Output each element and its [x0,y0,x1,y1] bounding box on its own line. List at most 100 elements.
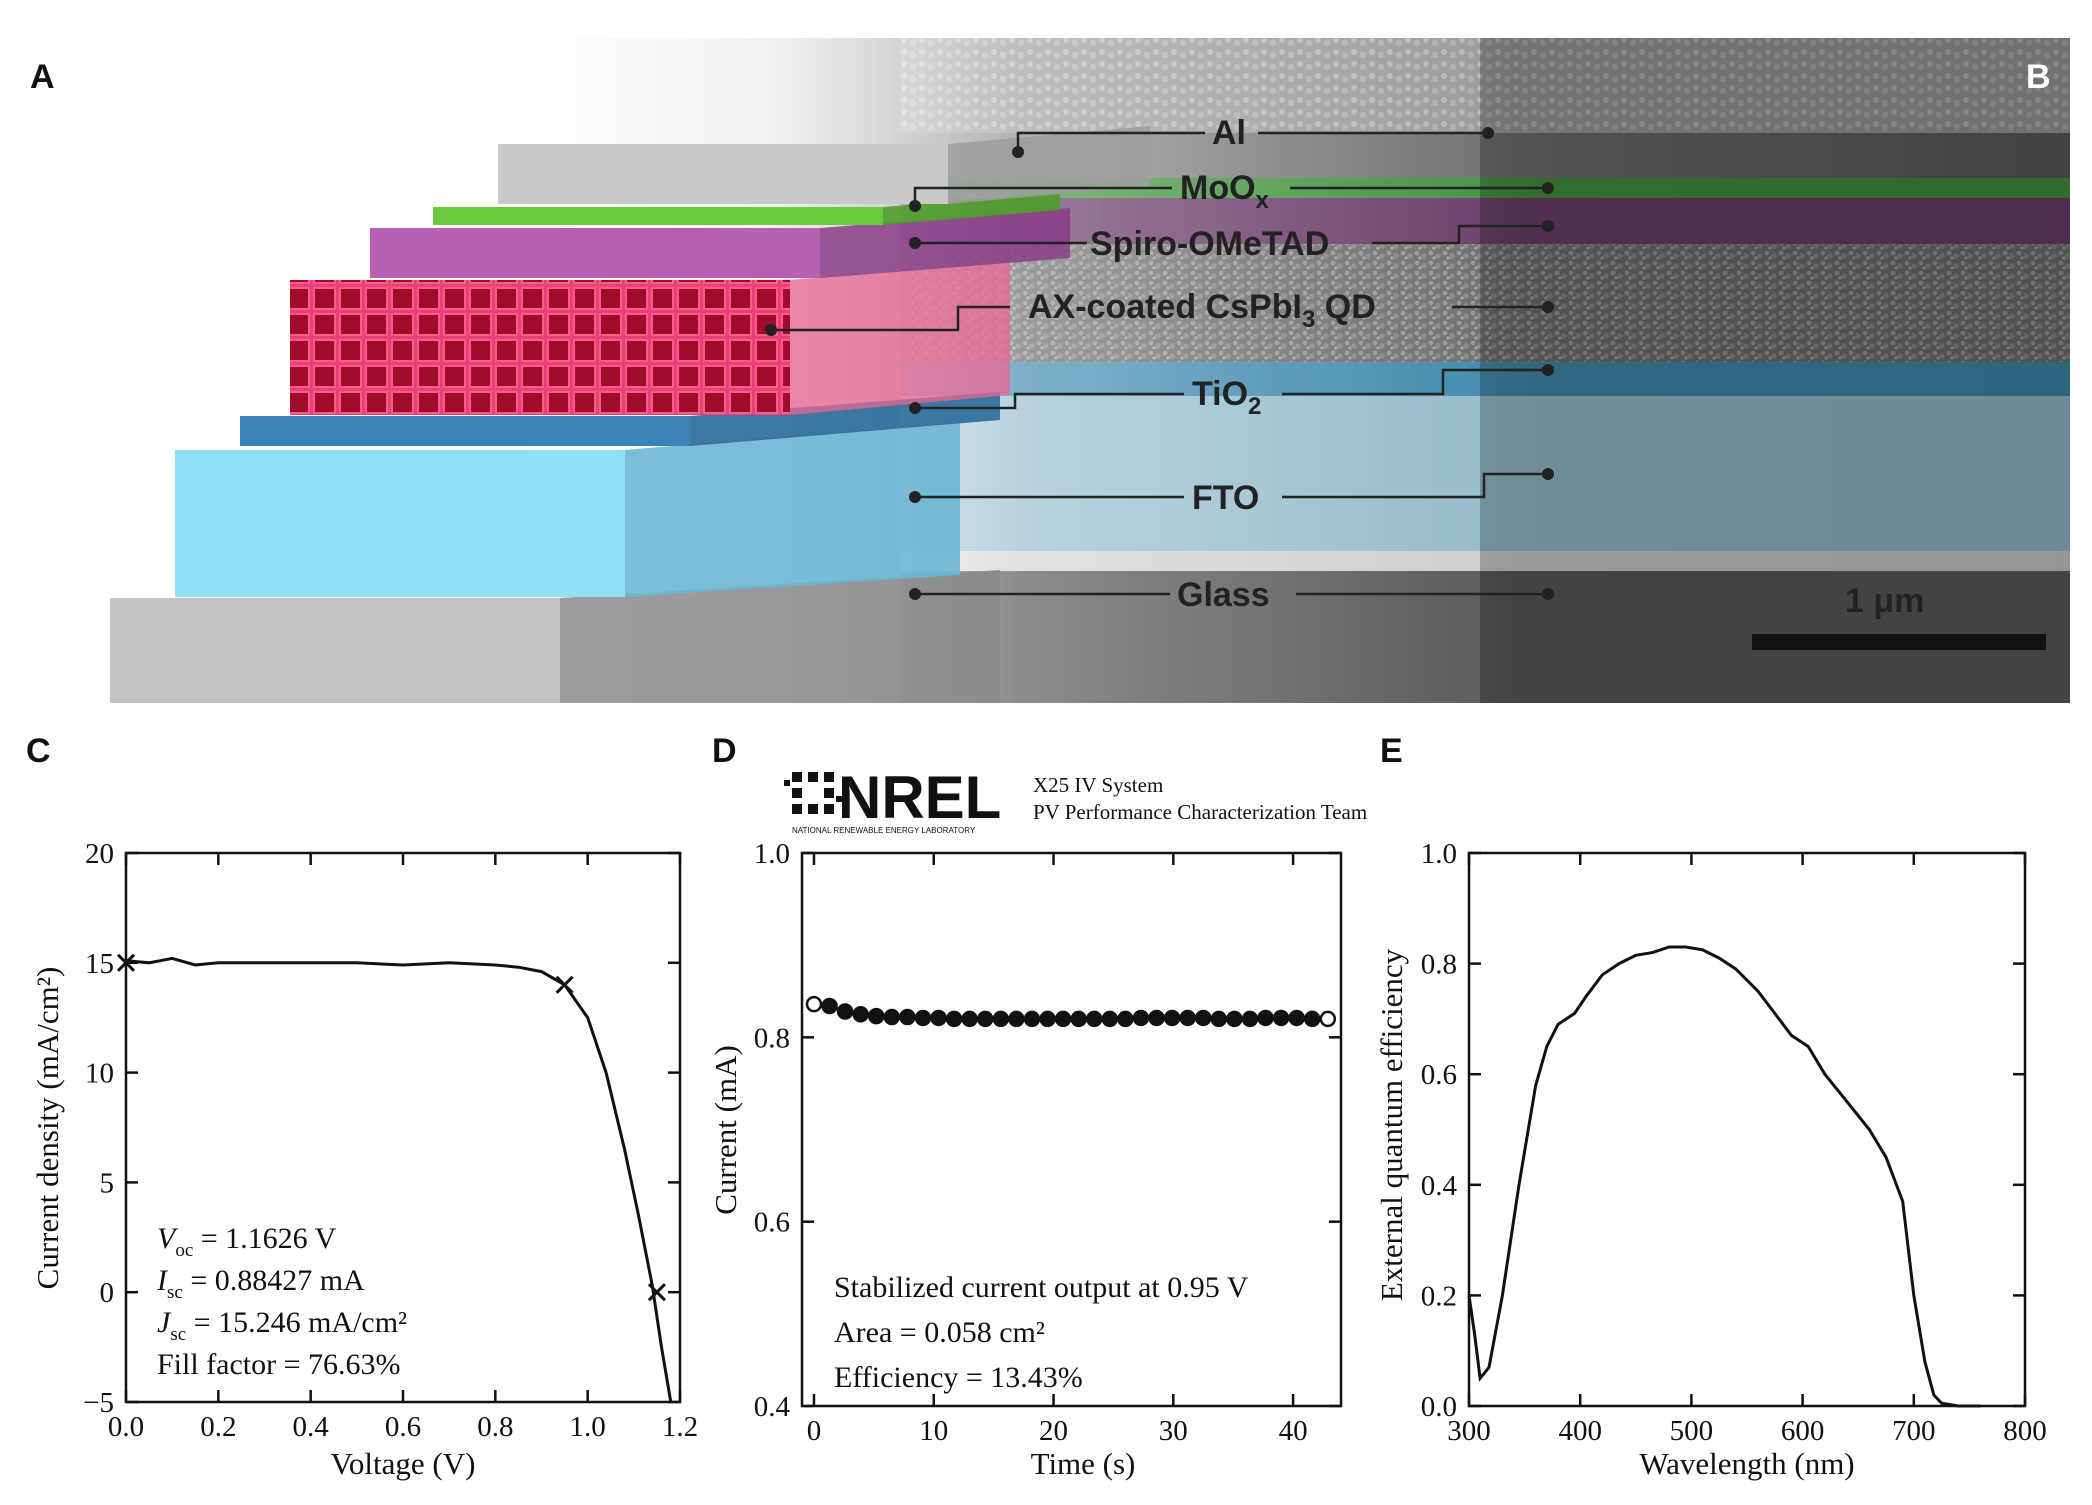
e-ytick-label: 0.8 [1421,949,1457,981]
d-xtick-label: 40 [1279,1415,1308,1447]
e-xtick-label: 300 [1447,1415,1491,1447]
current-points [805,995,1337,1028]
axis-ticks-c: 0.0 0.2 0.4 0.6 0.8 1.0 1.2 −5 0 5 10 15 20 [83,838,698,1443]
dot-qd-left [765,324,777,336]
axis-ticks-e: 300 400 500 600 700 800 0.0 0.2 0.4 0.6 0.8 1.0 [1421,838,2047,1447]
current-point [1070,1010,1087,1028]
d-xtick-label: 30 [1159,1415,1188,1447]
dot-spiro-left [909,237,921,249]
current-point [1023,1010,1041,1028]
glass-front [110,598,560,703]
dot-moox-left [909,200,921,212]
d-xtick-label: 0 [807,1415,822,1447]
annot-ff: Fill factor = 76.63% [157,1348,401,1381]
current-point [899,1008,916,1026]
al-front [498,144,948,204]
e-xtick-label: 400 [1558,1415,1602,1447]
current-point [1039,1010,1056,1028]
panel-d: D NREL NATIONAL RENEWABLE ENERGY LABORAT… [708,732,1367,1481]
current-point [1241,1010,1259,1028]
moox-front [433,207,883,225]
c-ytick-label: 10 [85,1058,114,1090]
jv-markers [116,953,666,1302]
current-point [1101,1010,1119,1028]
ylabel-e: External quantum efficiency [1374,948,1409,1301]
current-point [945,1010,963,1028]
e-xtick-label: 600 [1781,1415,1825,1447]
e-ytick-label: 0.0 [1421,1391,1457,1423]
ylabel-d: Current (mA) [708,1045,743,1215]
current-point [977,1010,994,1028]
panel-c: C 0.0 0.2 0.4 0.6 0.8 1.0 1.2 −5 0 5 10 15 20 Voltag… [26,732,698,1481]
d-xtick-label: 10 [919,1415,948,1447]
dot-qd-right [1542,301,1554,313]
label-moox: MoOx [1180,169,1270,214]
c-xtick-label: 0.2 [200,1411,236,1443]
leader-al-left [1016,131,1205,152]
current-point [852,1006,869,1023]
annot-d-line3: Efficiency = 13.43% [834,1361,1083,1394]
panel-e: E 300 400 500 600 700 800 0.0 0.2 0.4 0.6 0.8 1.0 W… [1374,732,2047,1481]
tio2-front [240,416,690,446]
jv-marker [647,1283,666,1302]
fto-front [175,450,625,597]
current-point [836,1003,854,1020]
nrel-logo-mark [784,772,842,814]
c-xtick-label: 0.8 [477,1411,513,1443]
c-ytick-label: 0 [100,1277,115,1309]
current-point [1117,1010,1134,1028]
panel-letter-d: D [712,732,737,770]
e-ytick-label: 0.2 [1421,1280,1457,1312]
c-ytick-label: 15 [85,948,114,980]
annot-voc: Voc = 1.1626 V [157,1222,337,1261]
dot-moox-right [1542,182,1554,194]
xlabel-d: Time (s) [1031,1446,1136,1481]
axis-ticks-d: 0 10 20 30 40 0.4 0.6 0.8 1.0 [754,838,1341,1447]
d-ytick-label: 0.4 [754,1391,791,1423]
label-qd: AX-coated CsPbI3 QD [1028,288,1376,333]
spiro-front [370,228,820,278]
tio2-side [690,392,1000,446]
c-xtick-label: 0.6 [385,1411,421,1443]
current-point [1288,1009,1305,1027]
current-point [821,997,838,1015]
current-point [883,1008,901,1026]
nrel-logo: NREL NATIONAL RENEWABLE ENERGY LABORATOR… [784,764,1001,835]
current-point [1179,1009,1196,1027]
e-xtick-label: 500 [1670,1415,1714,1447]
qd-front [290,280,790,415]
current-point [805,995,823,1013]
scale-bar [1752,634,2046,650]
panel-ab: Al MoOx Spiro-OMeTAD AX-coated CsPbI3 QD… [30,38,2070,703]
current-point [930,1009,947,1027]
dot-tio2-left [909,402,921,414]
current-point [1163,1009,1181,1027]
current-point [1210,1010,1228,1028]
current-point [1319,1010,1337,1028]
qd-side [790,262,1010,415]
c-xtick-label: 0.4 [293,1411,330,1443]
c-xtick-label: 1.2 [662,1411,698,1443]
xlabel-e: Wavelength (nm) [1639,1446,1854,1481]
current-point [1226,1010,1243,1028]
c-ytick-label: 20 [85,838,114,870]
annotation-c: Voc = 1.1626 V Isc = 0.88427 mA Jsc = 15… [156,1222,407,1381]
eqe-curve [1467,945,1981,1408]
current-point [1086,1010,1103,1028]
dot-fto-left [909,491,921,503]
e-xtick-label: 800 [2003,1415,2047,1447]
annot-jsc: Jsc = 15.246 mA/cm² [157,1306,407,1345]
current-point [1054,1010,1072,1028]
scale-bar-label: 1 μm [1845,582,1924,620]
dot-al-right [1482,127,1494,139]
leader-fto-right [1282,472,1548,499]
panel-letter-a: A [30,58,55,96]
nrel-line2: PV Performance Characterization Team [1033,800,1367,824]
current-point [992,1010,1010,1028]
label-spiro: Spiro-OMeTAD [1090,225,1329,263]
e-ytick-label: 0.4 [1421,1170,1458,1202]
c-xtick-label: 0.0 [108,1411,144,1443]
e-ytick-label: 1.0 [1421,838,1457,870]
nrel-logo-subtext: NATIONAL RENEWABLE ENERGY LABORATORY [792,826,976,835]
